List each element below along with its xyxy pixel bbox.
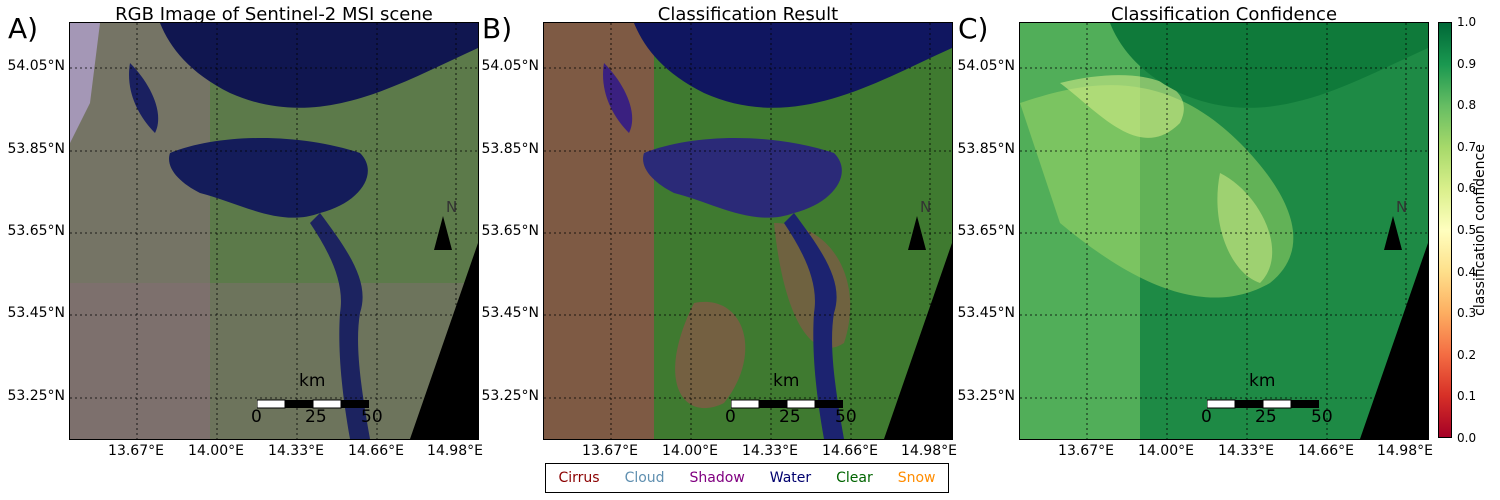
scale-tick-label: 0 <box>1201 407 1212 427</box>
colorbar-tick-label: 0.5 <box>1457 223 1477 237</box>
longitude-label: 13.67°E <box>1058 443 1114 459</box>
legend-entry: Shadow <box>689 470 745 486</box>
scale-unit: km <box>773 371 800 391</box>
panel-b-title: Classification Result <box>657 4 839 25</box>
colorbar-tick-label: 0.9 <box>1457 56 1477 71</box>
north-arrow-icon <box>424 198 458 256</box>
scale-unit: km <box>299 371 326 391</box>
longitude-label: 14.33°E <box>742 443 798 459</box>
latitude-label: 53.25°N <box>481 388 539 404</box>
latitude-label: 54.05°N <box>7 58 65 74</box>
legend-entry: Snow <box>897 470 936 486</box>
colorbar-tick-label: 0.2 <box>1457 347 1477 362</box>
scale-tick-label: 50 <box>361 407 383 427</box>
north-arrow-icon <box>1374 198 1408 256</box>
scale-tick-label: 0 <box>251 407 262 427</box>
scale-tick-label: 25 <box>305 407 327 427</box>
panel-c-title: Classification Confidence <box>1110 4 1338 25</box>
latitude-label: 53.45°N <box>957 305 1015 321</box>
colorbar-tick-label: 0.4 <box>1457 264 1477 279</box>
latitude-label: 53.25°N <box>957 388 1015 404</box>
latitude-label: 53.45°N <box>481 305 539 321</box>
scale-tick-label: 25 <box>779 407 801 427</box>
scale-tick-label: 50 <box>1311 407 1333 427</box>
latitude-label: 53.65°N <box>7 223 65 239</box>
panel-a-letter: A) <box>8 12 39 45</box>
confidence-colorbar <box>1438 22 1452 438</box>
longitude-label: 13.67°E <box>108 443 164 459</box>
latitude-label: 53.45°N <box>7 305 65 321</box>
longitude-label: 14.00°E <box>662 443 718 459</box>
legend-entry: Cloud <box>624 470 665 486</box>
legend-entry: Cirrus <box>558 470 600 486</box>
longitude-label: 14.33°E <box>1218 443 1274 459</box>
longitude-label: 14.66°E <box>822 443 878 459</box>
longitude-label: 14.00°E <box>1138 443 1194 459</box>
legend-entry: Clear <box>836 470 873 486</box>
colorbar-tick-label: 0.7 <box>1457 139 1477 154</box>
colorbar-tick-label: 0.1 <box>1457 389 1477 404</box>
latitude-label: 54.05°N <box>957 58 1015 74</box>
panel-b-letter: B) <box>482 12 513 45</box>
classification-map[interactable] <box>543 22 953 440</box>
colorbar-tick-label: 0.8 <box>1457 98 1477 113</box>
north-label: N <box>446 198 458 216</box>
longitude-label: 14.66°E <box>1298 443 1354 459</box>
longitude-label: 14.00°E <box>188 443 244 459</box>
latitude-label: 54.05°N <box>481 58 539 74</box>
latitude-label: 53.65°N <box>481 223 539 239</box>
scale-tick-label: 50 <box>835 407 857 427</box>
panel-c-letter: C) <box>958 12 989 45</box>
longitude-label: 14.98°E <box>1377 443 1433 459</box>
scale-unit: km <box>1249 371 1276 391</box>
latitude-label: 53.85°N <box>7 141 65 157</box>
north-arrow-icon <box>898 198 932 256</box>
scale-bar <box>730 394 845 413</box>
latitude-label: 53.65°N <box>957 223 1015 239</box>
longitude-label: 14.98°E <box>427 443 483 459</box>
colorbar-tick-label: 0.0 <box>1457 431 1477 445</box>
confidence-map[interactable] <box>1019 22 1429 440</box>
scale-tick-label: 25 <box>1255 407 1277 427</box>
longitude-label: 13.67°E <box>582 443 638 459</box>
longitude-label: 14.98°E <box>901 443 957 459</box>
longitude-label: 14.33°E <box>268 443 324 459</box>
class-legend: Cirrus Cloud Shadow Water Clear Snow <box>545 463 949 493</box>
scale-bar <box>256 394 371 413</box>
colorbar-tick-label: 0.6 <box>1457 181 1477 196</box>
colorbar-label: classification confidence <box>1472 144 1488 316</box>
colorbar-tick-label: 1.0 <box>1457 15 1477 29</box>
scale-tick-label: 0 <box>725 407 736 427</box>
panel-a-title: RGB Image of Sentinel-2 MSI scene <box>115 4 433 25</box>
north-label: N <box>920 198 932 216</box>
north-label: N <box>1396 198 1408 216</box>
rgb-map[interactable] <box>69 22 479 440</box>
latitude-label: 53.85°N <box>957 141 1015 157</box>
colorbar-tick-label: 0.3 <box>1457 306 1477 321</box>
scale-bar <box>1206 394 1321 413</box>
latitude-label: 53.25°N <box>7 388 65 404</box>
legend-entry: Water <box>769 470 812 486</box>
longitude-label: 14.66°E <box>348 443 404 459</box>
latitude-label: 53.85°N <box>481 141 539 157</box>
